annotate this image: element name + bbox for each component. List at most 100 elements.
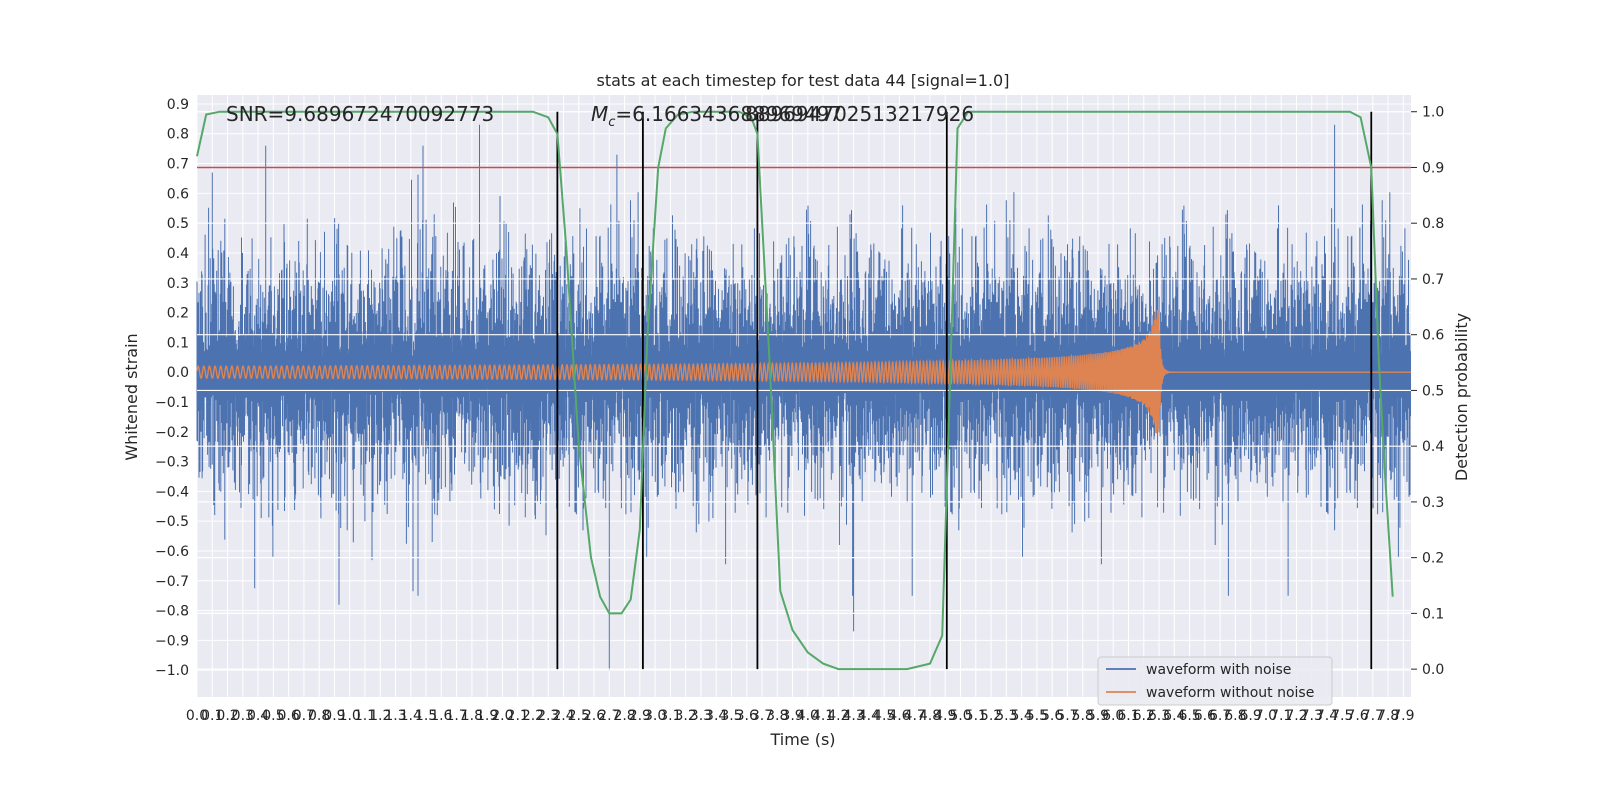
y-tick-label-left: −0.9 xyxy=(155,633,189,649)
y-tick-label-left: −0.7 xyxy=(155,574,189,590)
y-tick-label-left: −0.5 xyxy=(155,514,189,530)
y-axis-label-right: Detection probability xyxy=(1452,313,1471,481)
axes: 0.00.10.20.30.40.50.60.70.80.91.01.11.21… xyxy=(155,97,1444,724)
x-tick-label: 2.3 xyxy=(537,708,559,724)
y-tick-label-left: 0.4 xyxy=(167,246,189,262)
x-tick-label: 4.4 xyxy=(858,708,880,724)
x-tick-label: 3.7 xyxy=(751,708,773,724)
x-tick-label: 7.3 xyxy=(1301,708,1323,724)
y-tick-label-left: −0.2 xyxy=(155,425,189,441)
detection-probability-line xyxy=(196,110,1394,671)
legend: waveform with noise waveform without noi… xyxy=(1097,656,1333,706)
x-tick-label: 4.9 xyxy=(934,708,956,724)
y-tick-label-right: 0.8 xyxy=(1422,216,1444,232)
x-tick-label: 1.7 xyxy=(445,708,467,724)
x-tick-label: 7.1 xyxy=(1270,708,1292,724)
event-lines xyxy=(556,111,1373,670)
chirp-mass-value: =6.166343688969497 xyxy=(615,102,842,126)
y-tick-label-left: −1.0 xyxy=(155,663,189,679)
y-tick-label-left: −0.3 xyxy=(155,455,189,471)
x-tick-label: 7.7 xyxy=(1362,708,1384,724)
legend-box xyxy=(1097,656,1333,706)
x-tick-label: 2.7 xyxy=(598,708,620,724)
x-tick-label: 5.4 xyxy=(1010,708,1032,724)
x-tick-label: 3.4 xyxy=(705,708,727,724)
y-tick-label-left: −0.6 xyxy=(155,544,189,560)
x-tick-label: 6.0 xyxy=(1102,708,1124,724)
x-tick-label: 7.9 xyxy=(1392,708,1414,724)
y-tick-label-left: −0.8 xyxy=(155,604,189,620)
x-tick-label: 4.0 xyxy=(797,708,819,724)
x-tick-label: 3.0 xyxy=(644,708,666,724)
x-tick-label: 2.0 xyxy=(491,708,513,724)
detection-probability-series xyxy=(196,110,1394,671)
x-tick-label: 2.5 xyxy=(568,708,590,724)
x-tick-label: 5.6 xyxy=(1041,708,1063,724)
x-tick-label: 1.0 xyxy=(339,708,361,724)
x-tick-label: 5.8 xyxy=(1072,708,1094,724)
x-tick-label: 3.9 xyxy=(781,708,803,724)
x-tick-label: 7.2 xyxy=(1285,708,1307,724)
y-tick-label-left: −0.4 xyxy=(155,484,189,500)
x-tick-label: 1.3 xyxy=(384,708,406,724)
x-tick-label: 1.5 xyxy=(415,708,437,724)
threshold-series xyxy=(197,111,1411,670)
y-tick-label-left: 0.8 xyxy=(167,127,189,143)
legend-label-clean: waveform without noise xyxy=(1146,685,1314,701)
x-tick-label: 1.2 xyxy=(369,708,391,724)
x-tick-label: 5.1 xyxy=(965,708,987,724)
x-tick-label: 1.1 xyxy=(354,708,376,724)
x-tick-label: 6.8 xyxy=(1224,708,1246,724)
x-tick-label: 0.9 xyxy=(323,708,345,724)
y-tick-label-right: 0.3 xyxy=(1422,495,1444,511)
x-tick-label: 6.7 xyxy=(1209,708,1231,724)
x-tick-label: 0.3 xyxy=(232,708,254,724)
x-tick-label: 4.5 xyxy=(873,708,895,724)
x-tick-label: 4.6 xyxy=(888,708,910,724)
x-tick-label: 0.0 xyxy=(186,708,208,724)
y-tick-label-right: 1.0 xyxy=(1422,105,1444,121)
y-tick-label-right: 0.2 xyxy=(1422,551,1444,567)
y-tick-label-left: 0.7 xyxy=(167,157,189,173)
x-tick-label: 0.5 xyxy=(262,708,284,724)
chart-title: stats at each timestep for test data 44 … xyxy=(597,71,1010,90)
x-tick-label: 3.6 xyxy=(736,708,758,724)
y-tick-label-left: −0.1 xyxy=(155,395,189,411)
y-tick-label-left: 0.3 xyxy=(167,276,189,292)
x-tick-label: 0.1 xyxy=(201,708,223,724)
x-tick-label: 7.5 xyxy=(1331,708,1353,724)
x-tick-label: 6.6 xyxy=(1194,708,1216,724)
x-tick-label: 5.0 xyxy=(949,708,971,724)
y-tick-label-right: 0.6 xyxy=(1422,328,1444,344)
x-tick-label: 1.9 xyxy=(476,708,498,724)
x-tick-label: 6.2 xyxy=(1133,708,1155,724)
x-tick-label: 3.5 xyxy=(720,708,742,724)
x-tick-label: 6.5 xyxy=(1178,708,1200,724)
x-tick-label: 3.2 xyxy=(675,708,697,724)
x-tick-label: 0.2 xyxy=(216,708,238,724)
x-tick-label: 4.3 xyxy=(842,708,864,724)
x-tick-label: 6.4 xyxy=(1163,708,1185,724)
x-tick-label: 1.4 xyxy=(400,708,422,724)
x-tick-label: 3.1 xyxy=(659,708,681,724)
x-tick-label: 5.7 xyxy=(1056,708,1078,724)
x-tick-label: 2.1 xyxy=(507,708,529,724)
x-tick-label: 3.8 xyxy=(766,708,788,724)
legend-label-noisy: waveform with noise xyxy=(1146,662,1291,678)
chirp-mass-subscript: c xyxy=(608,115,615,130)
y-tick-label-left: 0.1 xyxy=(167,335,189,351)
x-tick-label: 0.6 xyxy=(277,708,299,724)
x-axis-label: Time (s) xyxy=(769,730,835,749)
clean-waveform-series xyxy=(196,309,1411,434)
y-tick-label-right: 0.0 xyxy=(1422,662,1444,678)
chirp-mass-symbol: M xyxy=(591,102,608,126)
snr-annotation: SNR=9.689672470092773 xyxy=(226,102,494,126)
x-tick-label: 4.2 xyxy=(827,708,849,724)
x-tick-label: 6.1 xyxy=(1117,708,1139,724)
x-tick-label: 7.8 xyxy=(1377,708,1399,724)
y-tick-label-right: 0.7 xyxy=(1422,272,1444,288)
x-tick-label: 5.5 xyxy=(1026,708,1048,724)
x-tick-label: 1.6 xyxy=(430,708,452,724)
x-tick-label: 7.6 xyxy=(1346,708,1368,724)
